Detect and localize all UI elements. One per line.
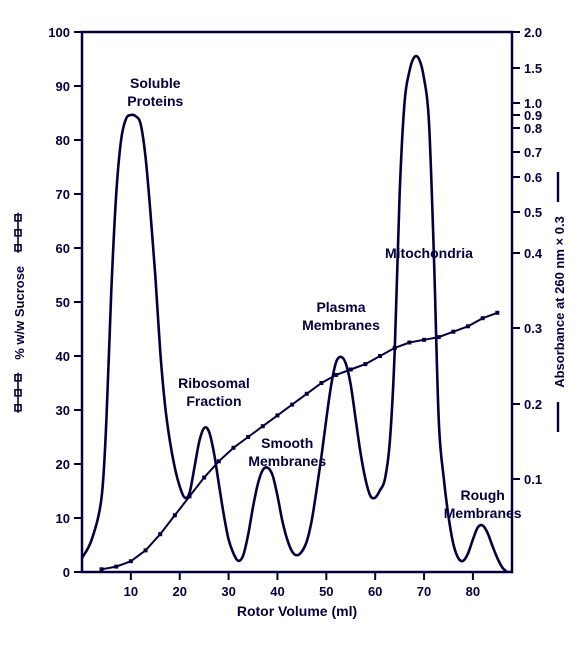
svg-text:Smooth: Smooth bbox=[261, 435, 313, 451]
svg-text:% w/w Sucrose: % w/w Sucrose bbox=[12, 266, 27, 360]
plot-frame bbox=[82, 32, 512, 572]
peak-labels: Soluble Proteins Ribosomal Fraction Smooth Me… bbox=[127, 75, 522, 521]
svg-text:Membranes: Membranes bbox=[248, 453, 326, 469]
svg-text:20: 20 bbox=[172, 584, 186, 599]
svg-text:0.8: 0.8 bbox=[524, 121, 542, 136]
svg-text:0.1: 0.1 bbox=[524, 472, 542, 487]
svg-text:100: 100 bbox=[48, 25, 70, 40]
svg-text:40: 40 bbox=[56, 349, 70, 364]
svg-text:Fraction: Fraction bbox=[186, 393, 241, 409]
svg-text:1.0: 1.0 bbox=[524, 96, 542, 111]
svg-text:0.2: 0.2 bbox=[524, 397, 542, 412]
y-right-ticks: 0.10.20.30.40.50.60.70.80.91.01.52.0 bbox=[512, 25, 543, 487]
absorbance-curve bbox=[82, 56, 507, 572]
svg-text:0.7: 0.7 bbox=[524, 145, 542, 160]
svg-text:90: 90 bbox=[56, 79, 70, 94]
svg-text:50: 50 bbox=[319, 584, 333, 599]
svg-text:Soluble: Soluble bbox=[130, 75, 181, 91]
svg-text:Membranes: Membranes bbox=[444, 505, 522, 521]
svg-text:2.0: 2.0 bbox=[524, 25, 542, 40]
svg-text:70: 70 bbox=[417, 584, 431, 599]
y-left-ticks: 0 10 20 30 40 50 60 70 80 90 100 bbox=[48, 25, 82, 580]
svg-text:80: 80 bbox=[466, 584, 480, 599]
svg-text:0: 0 bbox=[63, 565, 70, 580]
x-axis-ticks: 10 20 30 40 50 60 70 80 bbox=[124, 572, 481, 599]
svg-text:60: 60 bbox=[56, 241, 70, 256]
svg-text:Proteins: Proteins bbox=[127, 93, 183, 109]
svg-text:Plasma: Plasma bbox=[316, 299, 365, 315]
y-left-legend: % w/w Sucrose bbox=[12, 213, 27, 413]
svg-text:Mitochondria: Mitochondria bbox=[385, 245, 473, 261]
svg-text:Absorbance at 260 nm × 0.3: Absorbance at 260 nm × 0.3 bbox=[552, 216, 567, 388]
svg-text:0.4: 0.4 bbox=[524, 246, 543, 261]
svg-text:Membranes: Membranes bbox=[302, 317, 380, 333]
svg-text:0.6: 0.6 bbox=[524, 170, 542, 185]
svg-text:40: 40 bbox=[270, 584, 284, 599]
svg-text:20: 20 bbox=[56, 457, 70, 472]
svg-text:0.3: 0.3 bbox=[524, 321, 542, 336]
svg-text:10: 10 bbox=[124, 584, 138, 599]
svg-text:30: 30 bbox=[56, 403, 70, 418]
svg-text:60: 60 bbox=[368, 584, 382, 599]
svg-text:10: 10 bbox=[56, 511, 70, 526]
svg-text:Rough: Rough bbox=[461, 487, 505, 503]
svg-text:1.5: 1.5 bbox=[524, 61, 542, 76]
fractionation-chart: 1020304050607080 0102030405060708090100 … bbox=[0, 0, 588, 659]
svg-text:30: 30 bbox=[221, 584, 235, 599]
svg-text:80: 80 bbox=[56, 133, 70, 148]
y-right-legend: Absorbance at 260 nm × 0.3 bbox=[552, 172, 567, 432]
svg-text:Ribosomal: Ribosomal bbox=[178, 375, 250, 391]
svg-text:50: 50 bbox=[56, 295, 70, 310]
svg-text:0.5: 0.5 bbox=[524, 205, 542, 220]
svg-text:70: 70 bbox=[56, 187, 70, 202]
x-axis-label: Rotor Volume (ml) bbox=[237, 603, 357, 619]
